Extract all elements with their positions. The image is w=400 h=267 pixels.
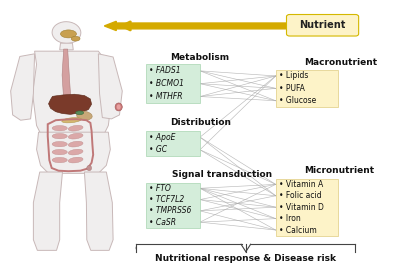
Ellipse shape — [52, 22, 81, 44]
FancyBboxPatch shape — [146, 64, 200, 103]
Ellipse shape — [52, 142, 67, 147]
Polygon shape — [98, 54, 122, 119]
Ellipse shape — [62, 117, 82, 123]
Ellipse shape — [115, 103, 122, 111]
Text: • CaSR: • CaSR — [149, 218, 176, 227]
Text: • FTO: • FTO — [149, 184, 171, 193]
Ellipse shape — [60, 30, 76, 38]
Ellipse shape — [52, 158, 67, 163]
Ellipse shape — [68, 125, 83, 131]
Text: • MTHFR: • MTHFR — [149, 92, 183, 101]
Text: Nutrient: Nutrient — [299, 20, 346, 30]
FancyArrow shape — [104, 21, 290, 31]
Text: • TMPRSS6: • TMPRSS6 — [149, 206, 192, 215]
Ellipse shape — [117, 104, 121, 109]
Polygon shape — [36, 132, 110, 173]
Polygon shape — [62, 49, 70, 107]
Text: • PUFA: • PUFA — [279, 84, 305, 93]
Text: Macronutrient: Macronutrient — [304, 58, 378, 66]
FancyBboxPatch shape — [276, 70, 338, 107]
FancyBboxPatch shape — [146, 183, 200, 228]
Ellipse shape — [52, 125, 67, 131]
Text: • ApoE: • ApoE — [149, 133, 176, 142]
Text: • FADS1: • FADS1 — [149, 66, 181, 75]
Text: Metabolism: Metabolism — [170, 53, 229, 62]
Polygon shape — [60, 43, 73, 50]
Text: • Vitamin A: • Vitamin A — [279, 180, 323, 189]
Polygon shape — [33, 172, 62, 250]
Text: • GC: • GC — [149, 145, 168, 154]
Text: • Vitamin D: • Vitamin D — [279, 203, 324, 212]
Polygon shape — [84, 172, 113, 250]
Ellipse shape — [52, 150, 67, 155]
Ellipse shape — [76, 111, 84, 115]
FancyBboxPatch shape — [276, 179, 338, 236]
Ellipse shape — [68, 157, 83, 163]
Text: Micronutrient: Micronutrient — [304, 166, 374, 175]
Ellipse shape — [68, 141, 83, 147]
Ellipse shape — [68, 133, 83, 139]
Text: • Iron: • Iron — [279, 214, 301, 223]
FancyBboxPatch shape — [146, 131, 200, 156]
Ellipse shape — [68, 149, 83, 155]
Text: • Calcium: • Calcium — [279, 226, 317, 234]
Text: • Glucose: • Glucose — [279, 96, 316, 105]
Text: • Lipids: • Lipids — [279, 72, 308, 80]
Text: Nutritional response & Disease risk: Nutritional response & Disease risk — [155, 254, 336, 263]
Text: • TCF7L2: • TCF7L2 — [149, 195, 185, 204]
Ellipse shape — [87, 165, 92, 171]
Polygon shape — [11, 54, 34, 120]
Text: Signal transduction: Signal transduction — [172, 170, 272, 179]
FancyBboxPatch shape — [286, 14, 359, 36]
Polygon shape — [48, 94, 92, 114]
Ellipse shape — [77, 111, 92, 120]
Polygon shape — [32, 51, 112, 134]
Ellipse shape — [52, 134, 67, 139]
Ellipse shape — [71, 36, 80, 41]
Text: • BCMO1: • BCMO1 — [149, 79, 184, 88]
Text: • Folic acid: • Folic acid — [279, 191, 322, 200]
Text: Distribution: Distribution — [170, 118, 231, 127]
